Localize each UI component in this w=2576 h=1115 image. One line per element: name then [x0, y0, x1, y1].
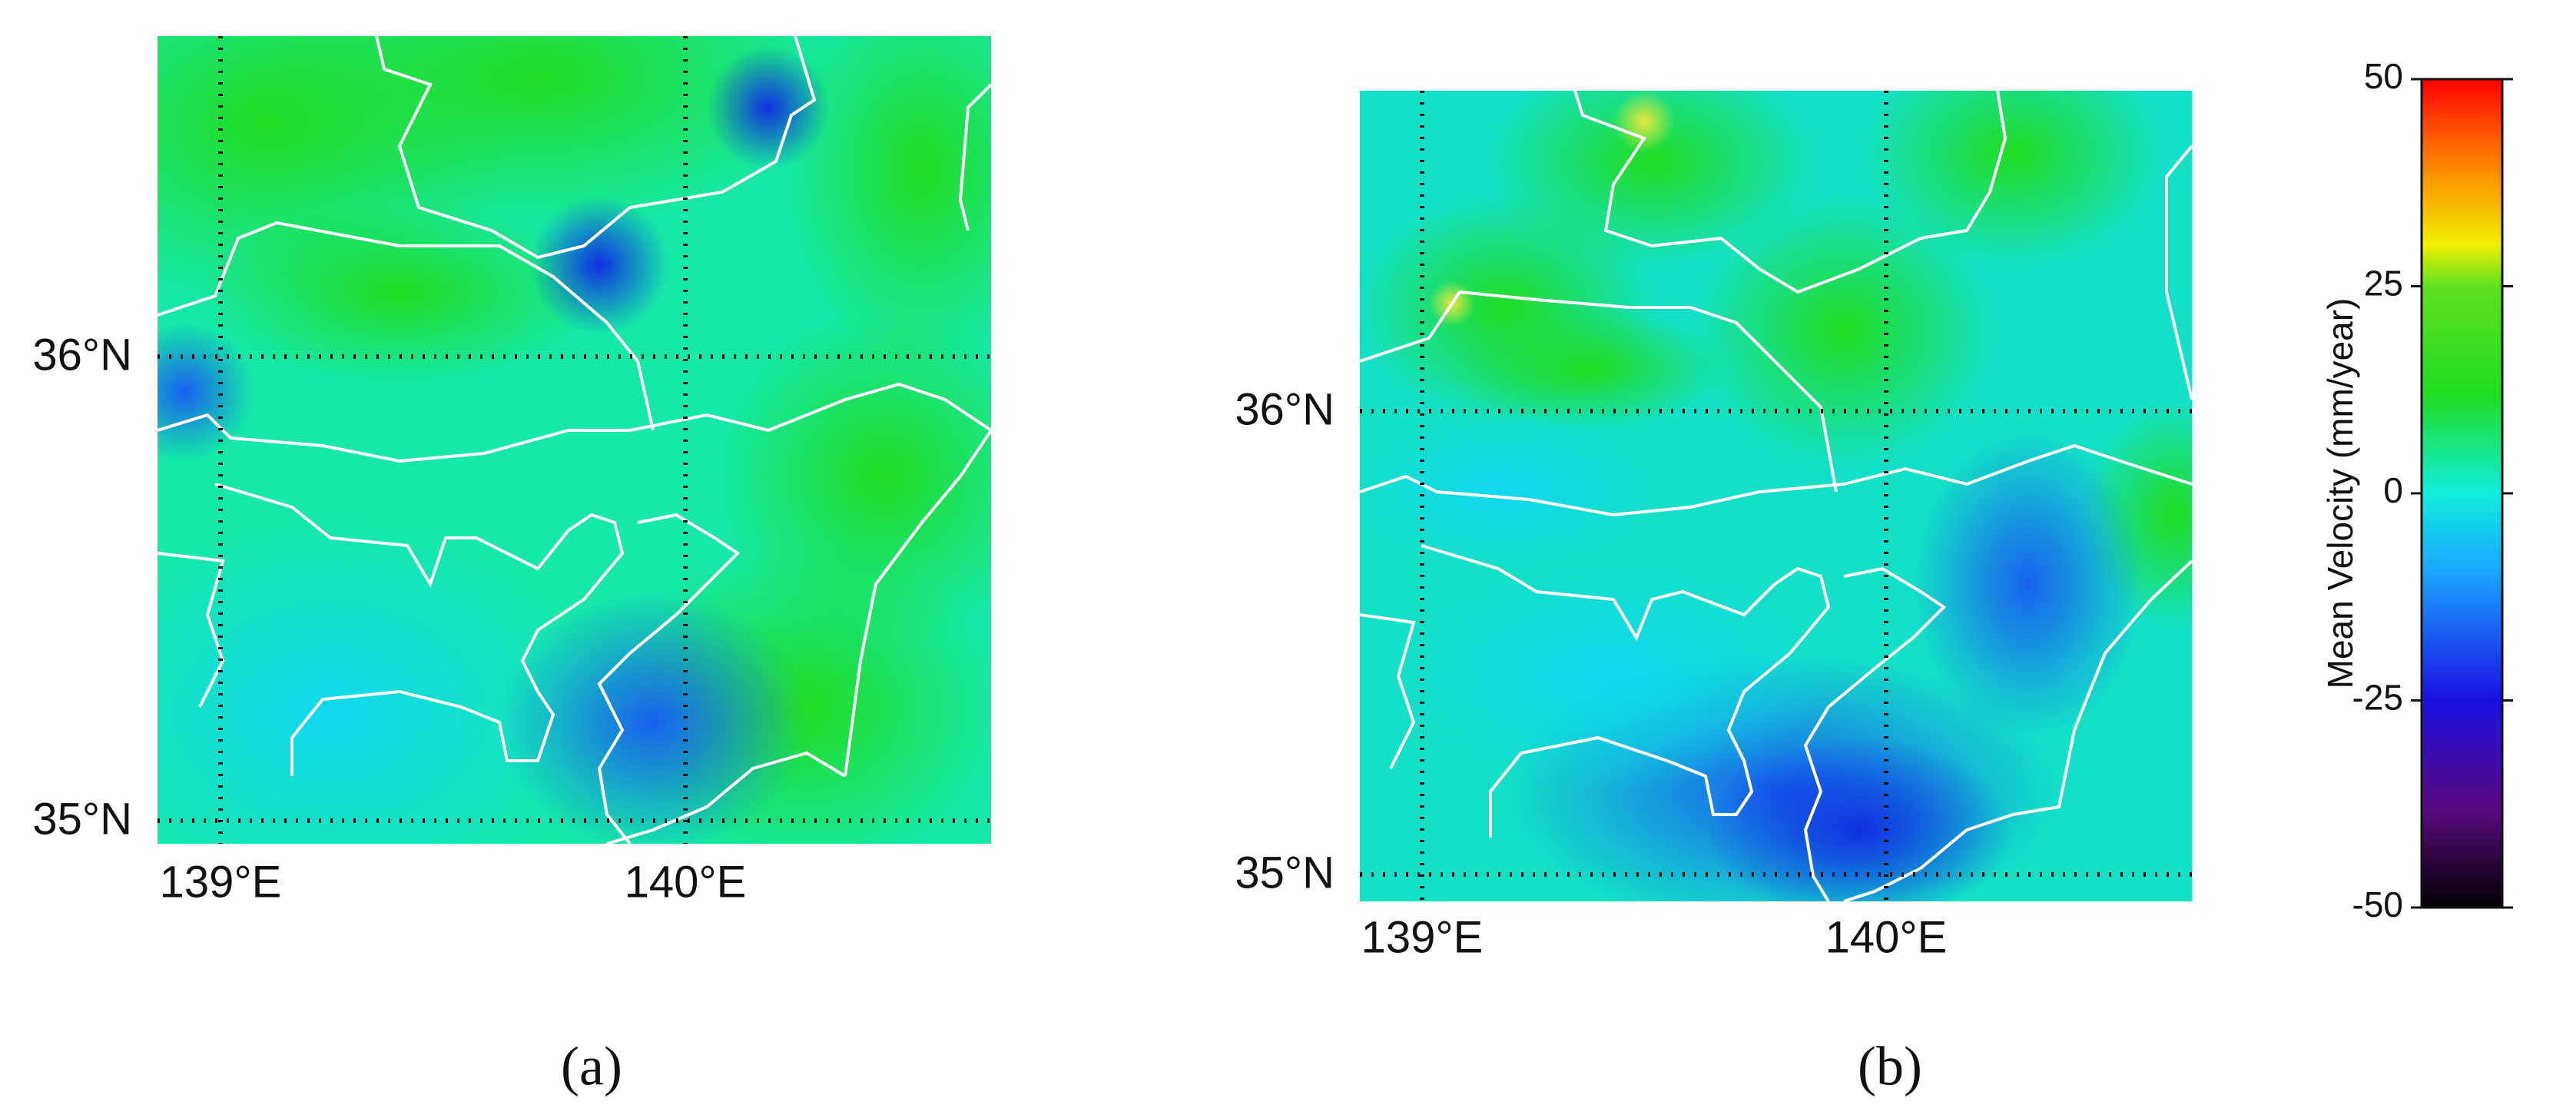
- lon-label: 140°E: [625, 857, 747, 907]
- lat-label: 36°N: [32, 330, 132, 380]
- colorbar-tick-label: -50: [2352, 884, 2403, 924]
- lat-label: 36°N: [1235, 384, 1334, 434]
- colorbar-tick-label: 50: [2364, 56, 2403, 96]
- colorbar-tick-label: -25: [2352, 678, 2403, 718]
- lon-label: 139°E: [160, 857, 282, 907]
- lat-label: 35°N: [1235, 848, 1334, 898]
- map-panel-a: 36°N 35°N 139°E 140°E (a): [32, 36, 991, 1097]
- colorbar-tick-label: 0: [2383, 470, 2403, 510]
- colorbar-scale: [2420, 78, 2504, 909]
- lon-label: 139°E: [1361, 912, 1484, 962]
- colorbar-tick-label: 25: [2364, 264, 2403, 304]
- colorbar-label: Mean Velocity (mm/year): [2320, 298, 2360, 689]
- lon-label: 140°E: [1825, 912, 1948, 962]
- map-panel-b: 36°N 35°N 139°E 140°E (b): [1235, 91, 2192, 1097]
- colorbar: Mean Velocity (mm/year) 50 25 0 -25 -50: [2320, 56, 2513, 924]
- panel-caption: (a): [561, 1036, 622, 1097]
- lat-label: 35°N: [32, 794, 132, 844]
- panel-caption: (b): [1858, 1036, 1922, 1097]
